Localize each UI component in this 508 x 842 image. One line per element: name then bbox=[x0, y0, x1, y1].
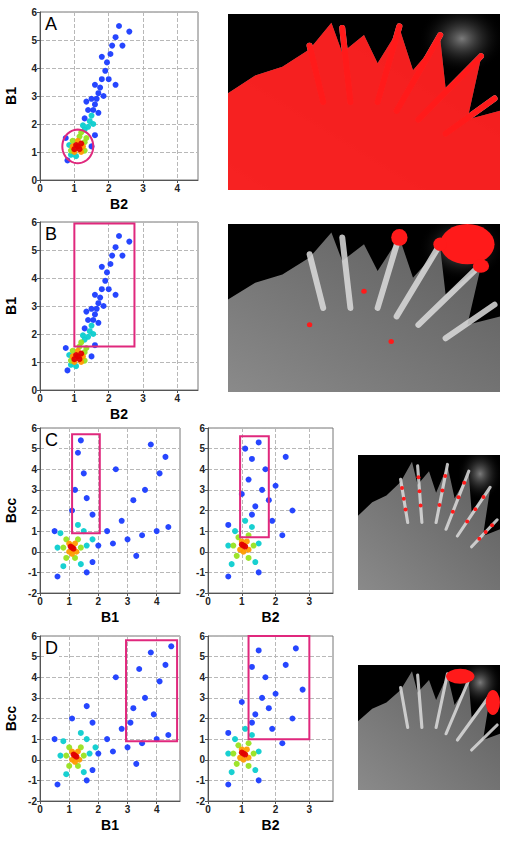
svg-text:2: 2 bbox=[199, 713, 205, 724]
svg-text:1: 1 bbox=[199, 734, 205, 745]
svg-text:1: 1 bbox=[199, 526, 205, 537]
svg-text:2: 2 bbox=[31, 119, 37, 130]
svg-text:5: 5 bbox=[31, 651, 37, 662]
svg-text:0: 0 bbox=[31, 754, 37, 765]
svg-text:3: 3 bbox=[31, 91, 37, 102]
svg-text:C: C bbox=[45, 430, 58, 450]
svg-text:4: 4 bbox=[31, 273, 37, 284]
svg-text:6: 6 bbox=[31, 631, 37, 642]
svg-text:-1: -1 bbox=[196, 775, 205, 786]
svg-text:2: 2 bbox=[273, 596, 279, 607]
svg-text:3: 3 bbox=[140, 393, 146, 404]
svg-text:4: 4 bbox=[175, 393, 181, 404]
svg-text:A: A bbox=[45, 14, 57, 34]
svg-text:6: 6 bbox=[199, 423, 205, 434]
svg-text:3: 3 bbox=[140, 183, 146, 194]
svg-text:2: 2 bbox=[96, 596, 102, 607]
svg-text:5: 5 bbox=[31, 443, 37, 454]
svg-text:2: 2 bbox=[106, 393, 112, 404]
svg-text:5: 5 bbox=[31, 245, 37, 256]
svg-text:2: 2 bbox=[31, 505, 37, 516]
svg-text:1: 1 bbox=[31, 734, 37, 745]
svg-text:B1: B1 bbox=[101, 609, 119, 625]
svg-text:3: 3 bbox=[125, 804, 131, 815]
svg-text:B1: B1 bbox=[3, 297, 19, 315]
svg-text:4: 4 bbox=[31, 464, 37, 475]
svg-text:0: 0 bbox=[37, 804, 43, 815]
svg-text:Bcc: Bcc bbox=[3, 705, 19, 731]
svg-text:1: 1 bbox=[239, 596, 245, 607]
svg-text:0: 0 bbox=[37, 596, 43, 607]
svg-text:0: 0 bbox=[205, 596, 211, 607]
svg-text:0: 0 bbox=[31, 546, 37, 557]
svg-text:2: 2 bbox=[273, 804, 279, 815]
svg-text:0: 0 bbox=[31, 384, 37, 396]
svg-text:-2: -2 bbox=[196, 588, 205, 599]
svg-text:B2: B2 bbox=[110, 196, 128, 212]
svg-text:B2: B2 bbox=[110, 406, 128, 422]
svg-text:1: 1 bbox=[239, 804, 245, 815]
svg-text:1: 1 bbox=[72, 393, 78, 404]
svg-text:B: B bbox=[45, 224, 57, 244]
svg-text:1: 1 bbox=[66, 596, 72, 607]
svg-text:3: 3 bbox=[31, 692, 37, 703]
svg-text:3: 3 bbox=[31, 484, 37, 495]
svg-text:4: 4 bbox=[154, 596, 160, 607]
svg-text:-1: -1 bbox=[28, 775, 37, 786]
svg-text:3: 3 bbox=[31, 301, 37, 312]
svg-text:-2: -2 bbox=[28, 796, 37, 807]
svg-text:0: 0 bbox=[37, 183, 43, 194]
svg-text:4: 4 bbox=[31, 672, 37, 683]
svg-text:B2: B2 bbox=[262, 609, 280, 625]
svg-text:6: 6 bbox=[31, 217, 37, 228]
svg-text:3: 3 bbox=[199, 484, 205, 495]
svg-text:0: 0 bbox=[199, 754, 205, 765]
svg-text:5: 5 bbox=[31, 35, 37, 46]
svg-text:2: 2 bbox=[96, 804, 102, 815]
svg-text:3: 3 bbox=[199, 692, 205, 703]
svg-text:6: 6 bbox=[199, 631, 205, 642]
svg-text:1: 1 bbox=[31, 526, 37, 537]
svg-text:-2: -2 bbox=[28, 588, 37, 599]
svg-text:-1: -1 bbox=[196, 567, 205, 578]
svg-text:-2: -2 bbox=[196, 796, 205, 807]
svg-text:4: 4 bbox=[154, 804, 160, 815]
svg-text:4: 4 bbox=[199, 672, 205, 683]
svg-text:1: 1 bbox=[31, 357, 37, 368]
svg-text:3: 3 bbox=[307, 804, 313, 815]
svg-text:2: 2 bbox=[31, 329, 37, 340]
svg-text:5: 5 bbox=[199, 651, 205, 662]
svg-text:5: 5 bbox=[199, 443, 205, 454]
svg-text:2: 2 bbox=[199, 505, 205, 516]
svg-text:3: 3 bbox=[307, 596, 313, 607]
svg-text:B1: B1 bbox=[3, 87, 19, 105]
svg-text:1: 1 bbox=[31, 147, 37, 158]
svg-text:0: 0 bbox=[37, 393, 43, 404]
svg-text:6: 6 bbox=[31, 7, 37, 18]
svg-text:Bcc: Bcc bbox=[3, 497, 19, 523]
svg-text:2: 2 bbox=[31, 713, 37, 724]
svg-text:D: D bbox=[45, 638, 58, 658]
svg-text:4: 4 bbox=[175, 183, 181, 194]
svg-text:4: 4 bbox=[31, 63, 37, 74]
svg-text:1: 1 bbox=[66, 804, 72, 815]
svg-text:-1: -1 bbox=[28, 567, 37, 578]
svg-text:3: 3 bbox=[125, 596, 131, 607]
svg-text:B2: B2 bbox=[262, 817, 280, 833]
svg-text:2: 2 bbox=[106, 183, 112, 194]
svg-text:B1: B1 bbox=[101, 817, 119, 833]
svg-text:4: 4 bbox=[199, 464, 205, 475]
svg-text:6: 6 bbox=[31, 423, 37, 434]
svg-text:0: 0 bbox=[199, 546, 205, 557]
svg-text:0: 0 bbox=[31, 174, 37, 186]
svg-text:1: 1 bbox=[72, 183, 78, 194]
svg-text:0: 0 bbox=[205, 804, 211, 815]
